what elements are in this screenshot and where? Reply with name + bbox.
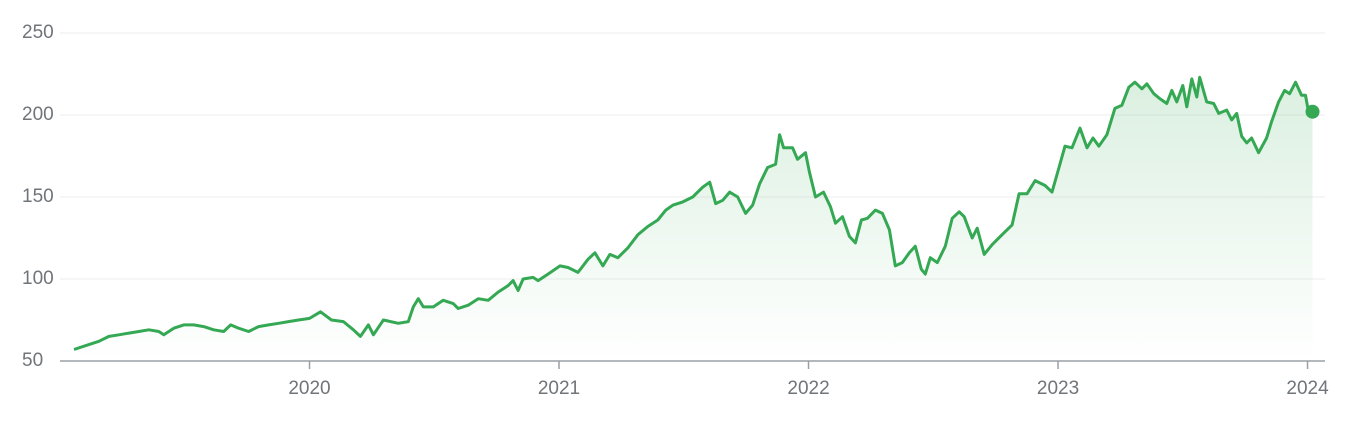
x-tick-label: 2020 [288,378,330,399]
end-marker [1305,104,1320,119]
y-tick-label: 200 [22,104,54,125]
y-tick-label: 50 [22,350,43,371]
x-tick-label: 2022 [787,378,829,399]
area [74,77,1313,362]
x-tick-label: 2023 [1037,378,1079,399]
x-tick-label: 2024 [1286,378,1329,399]
y-tick-label: 250 [22,22,54,43]
x-tick-label: 2021 [538,378,580,399]
price-line [73,75,1313,351]
y-tick-label: 150 [22,186,54,207]
y-tick-label: 100 [22,268,54,289]
